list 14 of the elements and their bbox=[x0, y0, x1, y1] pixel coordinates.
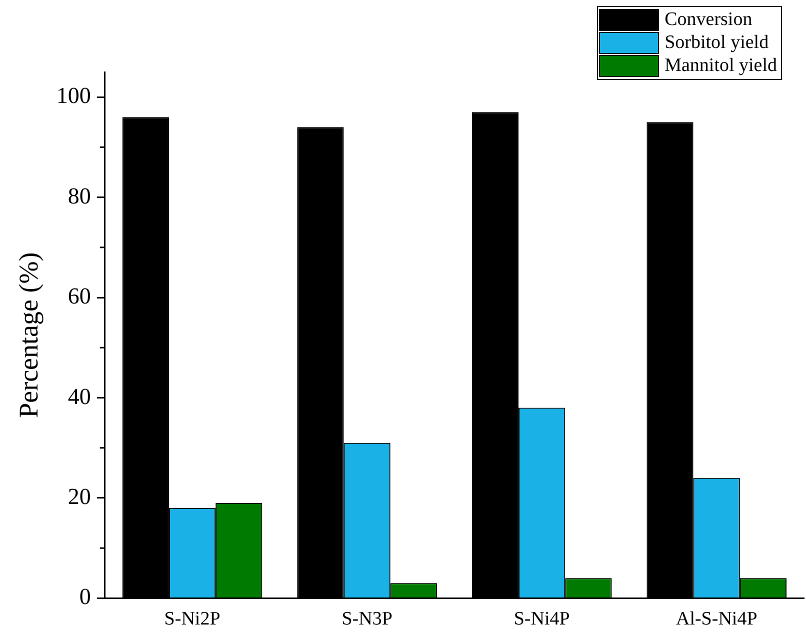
y-tick-label: 60 bbox=[68, 284, 91, 309]
legend-label: Sorbitol yield bbox=[664, 32, 769, 54]
y-tick-label: 100 bbox=[56, 83, 91, 108]
legend-label: Mannitol yield bbox=[664, 55, 777, 77]
y-tick-label: 80 bbox=[68, 183, 91, 208]
x-tick-label: Al-S-Ni4P bbox=[676, 608, 758, 630]
y-axis-title: Percentage (%) bbox=[13, 252, 44, 418]
x-tick-label: S-Ni4P bbox=[514, 608, 570, 630]
x-tick-label: S-N3P bbox=[342, 608, 392, 630]
x-tick-label: S-Ni2P bbox=[164, 608, 220, 630]
legend-label: Conversion bbox=[664, 9, 752, 31]
y-tick-label: 40 bbox=[68, 384, 91, 409]
y-tick-label: 0 bbox=[79, 584, 91, 610]
y-tick-label: 20 bbox=[68, 484, 91, 510]
